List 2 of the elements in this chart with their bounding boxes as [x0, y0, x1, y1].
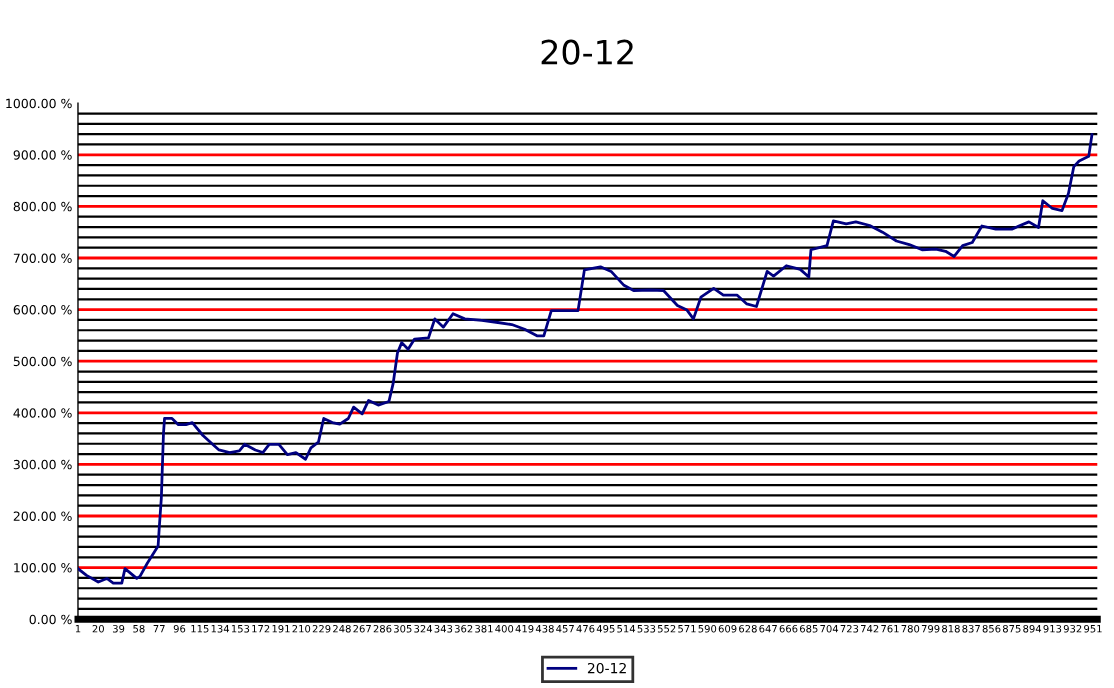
line-series: [77, 133, 1094, 585]
chart-title: 20-12: [541, 39, 633, 65]
